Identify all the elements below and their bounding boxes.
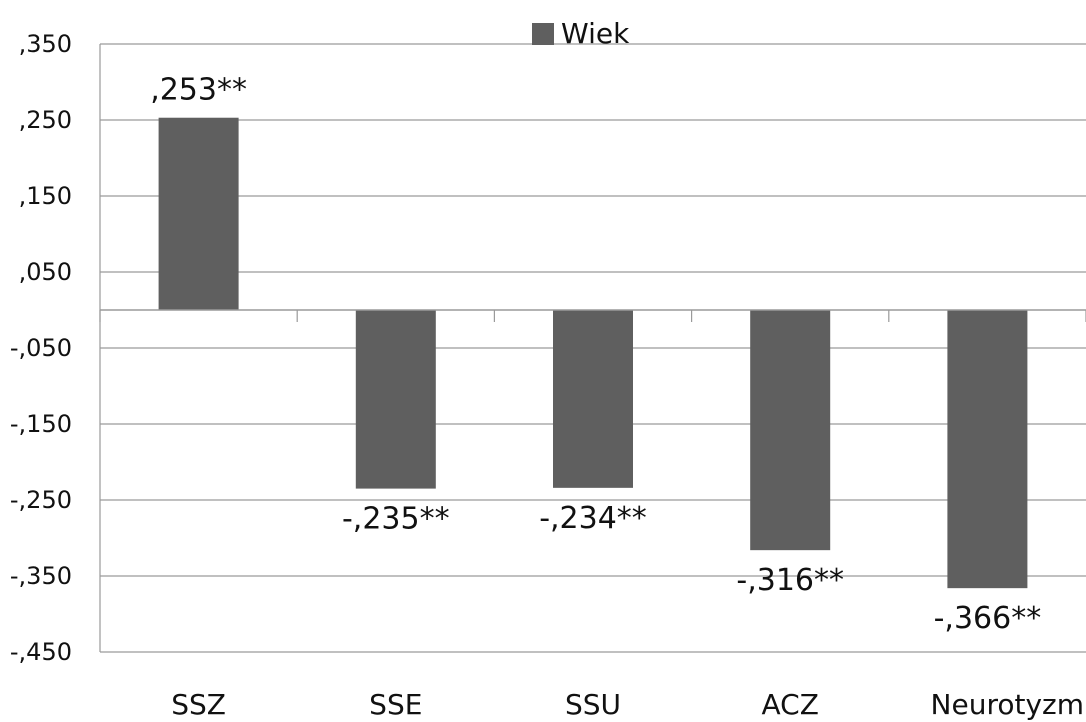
y-tick-label: -,250 xyxy=(10,486,72,514)
legend: Wiek xyxy=(532,17,630,50)
bars xyxy=(158,117,1028,589)
data-labels: ,253** -,235** -,234** -,316** -,366** xyxy=(150,73,1041,636)
data-label: -,366** xyxy=(934,601,1042,636)
y-tick-label: ,050 xyxy=(19,258,72,286)
data-label: ,253** xyxy=(150,73,247,108)
data-label: -,235** xyxy=(342,502,450,537)
category-label: SSE xyxy=(369,688,422,721)
legend-swatch-wiek xyxy=(532,23,554,45)
bar-ssz xyxy=(158,117,239,310)
y-tick-label: -,050 xyxy=(10,334,72,362)
category-label: Neurotyzm xyxy=(931,688,1084,721)
y-tick-label: ,150 xyxy=(19,182,72,210)
y-tick-label: ,250 xyxy=(19,106,72,134)
y-tick-label: -,350 xyxy=(10,562,72,590)
category-label: SSU xyxy=(565,688,621,721)
legend-label-wiek: Wiek xyxy=(561,17,630,50)
category-label: ACZ xyxy=(761,688,818,721)
bar-acz xyxy=(750,310,831,551)
zero-axis xyxy=(99,309,1086,322)
category-labels: SSZ SSE SSU ACZ Neurotyzm xyxy=(171,688,1084,721)
y-tick-label: -,450 xyxy=(10,638,72,666)
data-label: -,316** xyxy=(736,563,844,598)
bar-ssu xyxy=(553,310,633,488)
bar-neurotyzm xyxy=(947,310,1028,589)
y-tick-label: -,150 xyxy=(10,410,72,438)
y-axis-tick-labels: ,350 ,250 ,150 ,050 -,050 -,150 -,250 -,350 -,45… xyxy=(10,30,72,666)
y-tick-label: ,350 xyxy=(19,30,72,58)
bar-sse xyxy=(355,310,436,489)
category-label: SSZ xyxy=(171,688,226,721)
data-label: -,234** xyxy=(539,501,647,536)
